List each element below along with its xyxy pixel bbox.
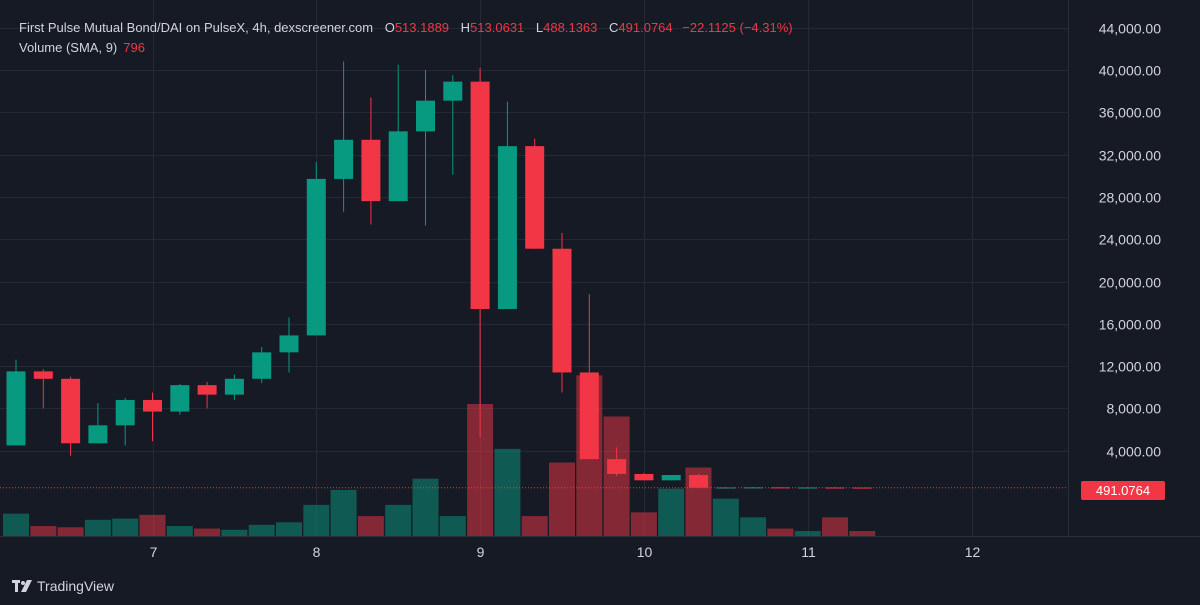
volume-bar bbox=[166, 526, 193, 536]
candle-body bbox=[6, 371, 26, 446]
legend-open-label: O bbox=[384, 20, 395, 35]
volume-bar bbox=[221, 529, 248, 536]
volume-bar bbox=[57, 527, 84, 536]
volume-bar bbox=[740, 517, 767, 536]
legend-close-value: 491.0764 bbox=[618, 20, 673, 35]
candle-body bbox=[416, 100, 435, 132]
volume-bar bbox=[248, 524, 275, 536]
legend-low-value: 488.1363 bbox=[543, 20, 598, 35]
candle-body bbox=[552, 248, 572, 373]
last-price-tag: 491.0764 bbox=[1081, 481, 1165, 500]
candle-body bbox=[607, 459, 627, 474]
candle-body bbox=[306, 178, 326, 336]
volume-bar bbox=[139, 514, 166, 536]
chart-legend: First Pulse Mutual Bond/DAI on PulseX, 4… bbox=[19, 18, 793, 58]
y-tick-label: 8,000.00 bbox=[1107, 401, 1162, 417]
y-tick-label: 32,000.00 bbox=[1099, 148, 1161, 164]
candle-body bbox=[689, 475, 708, 488]
y-tick-label: 12,000.00 bbox=[1099, 359, 1161, 375]
volume-bar bbox=[603, 416, 630, 536]
y-tick-label: 4,000.00 bbox=[1107, 444, 1162, 460]
candle-body bbox=[33, 371, 53, 379]
y-tick-label: 16,000.00 bbox=[1099, 317, 1161, 333]
volume-bar bbox=[385, 504, 412, 536]
candle-body bbox=[115, 399, 135, 426]
x-tick-label: 11 bbox=[801, 544, 816, 560]
volume-bar bbox=[412, 478, 439, 536]
legend-symbol-title: First Pulse Mutual Bond/DAI on PulseX, 4… bbox=[19, 20, 374, 35]
y-tick-label: 28,000.00 bbox=[1099, 190, 1161, 206]
y-tick-label: 44,000.00 bbox=[1099, 21, 1161, 37]
candle-body bbox=[279, 335, 299, 353]
tradingview-brand-name: TradingView bbox=[37, 578, 115, 594]
x-tick-label: 7 bbox=[150, 544, 158, 560]
candle-body bbox=[334, 139, 354, 179]
candle-body bbox=[143, 399, 162, 412]
legend-volume-label: Volume (SMA, 9) bbox=[19, 40, 118, 55]
volume-bar bbox=[767, 528, 794, 536]
candle-body bbox=[361, 139, 381, 202]
legend-open-value: 513.1889 bbox=[394, 20, 450, 35]
x-tick-label: 12 bbox=[965, 544, 981, 560]
volume-bar bbox=[658, 488, 685, 536]
volume-bar bbox=[194, 528, 221, 536]
candle-body bbox=[252, 352, 272, 379]
legend-high-value: 513.0631 bbox=[470, 20, 525, 35]
candle-body bbox=[852, 487, 872, 489]
y-tick-label: 24,000.00 bbox=[1099, 232, 1161, 248]
legend-close-label: C bbox=[609, 20, 619, 35]
candle-body bbox=[224, 378, 244, 395]
legend-volume-row: Volume (SMA, 9) 796 bbox=[19, 38, 793, 58]
volume-bar bbox=[794, 531, 821, 536]
tradingview-brand[interactable]: TradingView bbox=[12, 578, 114, 594]
legend-volume-value: 796 bbox=[123, 40, 145, 55]
candle-body bbox=[443, 81, 463, 101]
volume-bar bbox=[439, 516, 466, 536]
legend-high-label: H bbox=[460, 20, 471, 35]
volume-bar bbox=[84, 519, 111, 536]
candle-body bbox=[525, 146, 545, 249]
legend-low-label: L bbox=[535, 20, 544, 35]
volume-bar bbox=[712, 498, 739, 536]
legend-ohlc-row: First Pulse Mutual Bond/DAI on PulseX, 4… bbox=[19, 18, 793, 38]
x-tick-label: 9 bbox=[477, 544, 485, 560]
volume-bar bbox=[549, 462, 575, 536]
candle-body bbox=[388, 131, 408, 202]
y-tick-label: 40,000.00 bbox=[1099, 63, 1161, 79]
candle-body bbox=[497, 146, 517, 309]
volume-bar bbox=[357, 516, 384, 536]
candle-body bbox=[88, 425, 108, 444]
volume-bar bbox=[521, 516, 548, 536]
legend-change: −22.1125 (−4.31%) bbox=[682, 20, 793, 35]
candle-body bbox=[61, 378, 81, 444]
y-tick-label: 36,000.00 bbox=[1099, 105, 1161, 121]
candle-body bbox=[634, 473, 654, 481]
candle-body bbox=[716, 487, 736, 489]
volume-bar bbox=[3, 513, 29, 536]
candle-body bbox=[661, 475, 681, 481]
volume-bar bbox=[112, 518, 139, 536]
tradingview-logo-icon bbox=[12, 580, 32, 592]
volume-bar bbox=[849, 531, 876, 536]
volume-bar bbox=[303, 504, 330, 536]
x-tick-label: 8 bbox=[313, 544, 321, 560]
y-tick-label: 20,000.00 bbox=[1099, 275, 1161, 291]
candle-body bbox=[170, 385, 190, 412]
candle-body bbox=[470, 81, 490, 309]
volume-bar bbox=[30, 526, 57, 536]
volume-bar bbox=[330, 489, 357, 536]
volume-bar bbox=[630, 512, 657, 536]
candle-body bbox=[197, 385, 217, 395]
volume-bar bbox=[276, 522, 302, 536]
x-tick-label: 10 bbox=[637, 544, 653, 560]
volume-bar bbox=[494, 448, 521, 536]
candle-body bbox=[579, 372, 599, 460]
volume-bar bbox=[822, 517, 848, 536]
